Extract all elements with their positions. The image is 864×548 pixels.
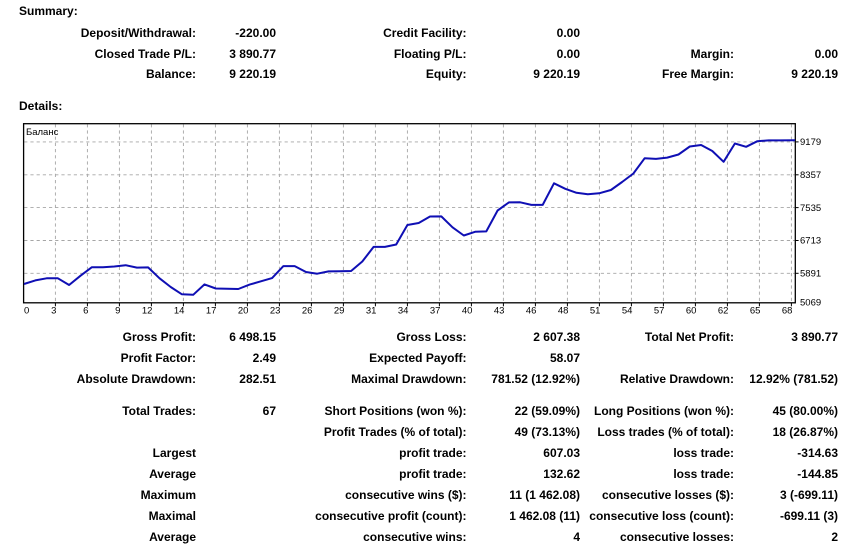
- svg-text:48: 48: [558, 306, 569, 317]
- svg-text:20: 20: [238, 306, 249, 317]
- svg-text:9179: 9179: [800, 137, 821, 148]
- svg-text:12: 12: [142, 306, 153, 317]
- svg-text:8357: 8357: [800, 170, 821, 181]
- svg-text:9: 9: [115, 306, 120, 317]
- svg-text:62: 62: [718, 306, 729, 317]
- svg-text:14: 14: [174, 306, 185, 317]
- svg-text:60: 60: [686, 306, 697, 317]
- svg-text:31: 31: [366, 306, 377, 317]
- svg-text:29: 29: [334, 306, 345, 317]
- svg-text:46: 46: [526, 306, 537, 317]
- svg-text:51: 51: [590, 306, 601, 317]
- svg-text:68: 68: [782, 306, 793, 317]
- svg-text:23: 23: [270, 306, 281, 317]
- svg-text:57: 57: [654, 306, 665, 317]
- svg-text:65: 65: [750, 306, 761, 317]
- svg-text:17: 17: [206, 306, 217, 317]
- svg-text:3: 3: [51, 306, 56, 317]
- svg-text:5891: 5891: [800, 269, 821, 280]
- svg-text:54: 54: [622, 306, 633, 317]
- svg-text:6: 6: [83, 306, 88, 317]
- svg-text:37: 37: [430, 306, 441, 317]
- svg-text:26: 26: [302, 306, 313, 317]
- svg-text:5069: 5069: [800, 298, 821, 309]
- svg-text:43: 43: [494, 306, 505, 317]
- svg-text:0: 0: [24, 306, 29, 317]
- svg-text:Баланс: Баланс: [26, 127, 59, 138]
- svg-text:6713: 6713: [800, 236, 821, 247]
- svg-text:40: 40: [462, 306, 473, 317]
- svg-text:34: 34: [398, 306, 409, 317]
- svg-text:7535: 7535: [800, 203, 821, 214]
